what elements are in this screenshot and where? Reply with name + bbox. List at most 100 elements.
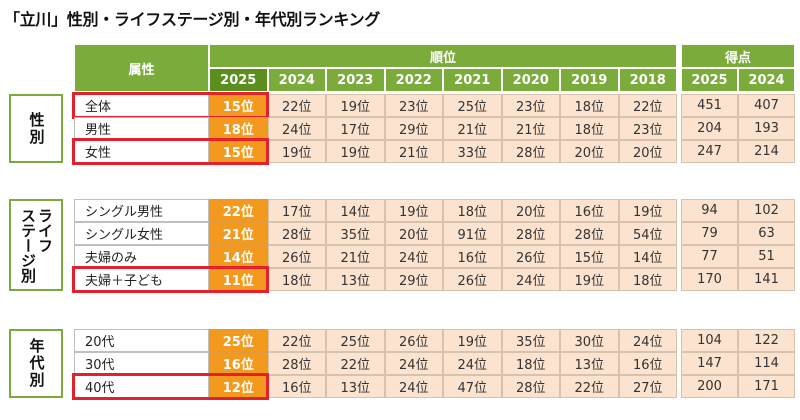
rank-cell: 17位 bbox=[267, 199, 326, 222]
rank-2025-cell: 12位 bbox=[209, 375, 268, 398]
rank-cell: 28位 bbox=[501, 140, 560, 163]
rank-cell: 28位 bbox=[501, 222, 560, 245]
group-label-line: ライフ bbox=[36, 207, 54, 253]
rank-cell: 24位 bbox=[618, 329, 677, 352]
rank-cell: 18位 bbox=[501, 352, 560, 375]
score-cell: 193 bbox=[738, 117, 795, 140]
score-cell: 51 bbox=[738, 245, 795, 268]
rank-2025-cell: 21位 bbox=[209, 222, 268, 245]
score-cell: 63 bbox=[738, 222, 795, 245]
rank-cell: 54位 bbox=[618, 222, 677, 245]
score-cell: 451 bbox=[681, 94, 738, 117]
rank-cell: 20位 bbox=[618, 140, 677, 163]
rank-cell: 29位 bbox=[384, 268, 443, 291]
rank-cell: 21位 bbox=[326, 245, 385, 268]
group-label-text: 性別 bbox=[27, 111, 46, 146]
rank-cell: 21位 bbox=[384, 140, 443, 163]
rank-cell: 25位 bbox=[443, 94, 502, 117]
rank-cell: 24位 bbox=[443, 352, 502, 375]
rank-cell: 18位 bbox=[560, 94, 619, 117]
rank-2025-cell: 15位 bbox=[209, 94, 268, 117]
attribute-cell: 夫婦のみ bbox=[74, 245, 209, 268]
attribute-cell: 女性 bbox=[74, 140, 209, 163]
score-cell: 94 bbox=[681, 199, 738, 222]
rank-cell: 21位 bbox=[443, 117, 502, 140]
rank-cell: 22位 bbox=[560, 375, 619, 398]
attribute-cell: 40代 bbox=[74, 375, 209, 398]
rank-cell: 21位 bbox=[501, 117, 560, 140]
rank-cell: 14位 bbox=[618, 245, 677, 268]
rank-cell: 16位 bbox=[560, 199, 619, 222]
score-cell: 170 bbox=[681, 268, 738, 291]
rank-cell: 24位 bbox=[384, 245, 443, 268]
table-row: 全体 15位 22位 19位 23位 25位 23位 18位 22位 451 407 bbox=[74, 94, 795, 117]
rank-cell: 16位 bbox=[443, 245, 502, 268]
score-cell: 141 bbox=[738, 268, 795, 291]
rank-cell: 24位 bbox=[267, 117, 326, 140]
rank-cell: 30位 bbox=[560, 329, 619, 352]
score-year-header-2025: 2025 bbox=[681, 68, 738, 92]
attribute-cell: シングル女性 bbox=[74, 222, 209, 245]
rank-cell: 13位 bbox=[560, 352, 619, 375]
table-row: 夫婦＋子ども 11位 18位 13位 29位 26位 24位 19位 18位 170 141 bbox=[74, 268, 795, 291]
rank-year-header-2018: 2018 bbox=[618, 68, 677, 92]
rank-cell: 24位 bbox=[384, 375, 443, 398]
attribute-header: 属性 bbox=[74, 44, 209, 92]
attribute-cell: 全体 bbox=[74, 94, 209, 117]
group-label: ライフ ステージ別 bbox=[9, 199, 63, 291]
rank-cell: 35位 bbox=[501, 329, 560, 352]
group-label-line: ステージ別 bbox=[19, 207, 37, 283]
rank-2025-cell: 25位 bbox=[209, 329, 268, 352]
rank-cell: 16位 bbox=[618, 352, 677, 375]
rank-cell: 22位 bbox=[618, 94, 677, 117]
rank-cell: 18位 bbox=[560, 117, 619, 140]
rank-cell: 26位 bbox=[443, 268, 502, 291]
rank-cell: 91位 bbox=[443, 222, 502, 245]
rank-cell: 28位 bbox=[267, 352, 326, 375]
rank-cell: 22位 bbox=[326, 352, 385, 375]
rank-cell: 13位 bbox=[326, 268, 385, 291]
table-row: 40代 12位 16位 13位 24位 47位 28位 22位 27位 200 171 bbox=[74, 375, 795, 398]
rank-cell: 26位 bbox=[267, 245, 326, 268]
score-cell: 147 bbox=[681, 352, 738, 375]
table-row: 30代 16位 28位 22位 24位 24位 18位 13位 16位 147 114 bbox=[74, 352, 795, 375]
rank-cell: 17位 bbox=[326, 117, 385, 140]
rank-cell: 22位 bbox=[267, 329, 326, 352]
rank-year-header-2020: 2020 bbox=[501, 68, 560, 92]
score-cell: 247 bbox=[681, 140, 738, 163]
rank-cell: 20位 bbox=[560, 140, 619, 163]
rank-cell: 19位 bbox=[267, 140, 326, 163]
table-row: 男性 18位 24位 17位 29位 21位 21位 18位 23位 204 193 bbox=[74, 117, 795, 140]
group-label-line: 性別 bbox=[27, 111, 46, 146]
score-cell: 102 bbox=[738, 199, 795, 222]
group-label-text: 年代別 bbox=[28, 338, 46, 389]
rank-cell: 18位 bbox=[443, 199, 502, 222]
rank-year-header-2023: 2023 bbox=[326, 68, 385, 92]
group-label: 年代別 bbox=[9, 329, 63, 398]
rank-cell: 24位 bbox=[501, 268, 560, 291]
group-label-text: ライフ ステージ別 bbox=[19, 207, 54, 283]
rank-cell: 16位 bbox=[267, 375, 326, 398]
rank-cell: 19位 bbox=[326, 140, 385, 163]
rank-cell: 29位 bbox=[384, 117, 443, 140]
rank-cell: 27位 bbox=[618, 375, 677, 398]
rank-cell: 28位 bbox=[560, 222, 619, 245]
rank-cell: 20位 bbox=[501, 199, 560, 222]
score-cell: 79 bbox=[681, 222, 738, 245]
rank-cell: 33位 bbox=[443, 140, 502, 163]
rank-2025-cell: 16位 bbox=[209, 352, 268, 375]
table-row: 夫婦のみ 14位 26位 21位 24位 16位 26位 15位 14位 77 51 bbox=[74, 245, 795, 268]
score-cell: 114 bbox=[738, 352, 795, 375]
score-cell: 104 bbox=[681, 329, 738, 352]
score-cell: 171 bbox=[738, 375, 795, 398]
rank-cell: 23位 bbox=[618, 117, 677, 140]
rank-header: 順位 bbox=[209, 44, 677, 68]
rank-cell: 19位 bbox=[443, 329, 502, 352]
rank-year-header-2025: 2025 bbox=[209, 68, 268, 92]
rank-year-header-2024: 2024 bbox=[267, 68, 326, 92]
group-label: 性別 bbox=[9, 94, 63, 163]
rank-cell: 23位 bbox=[501, 94, 560, 117]
score-year-header-2024: 2024 bbox=[738, 68, 795, 92]
rank-cell: 23位 bbox=[384, 94, 443, 117]
rank-cell: 19位 bbox=[618, 199, 677, 222]
